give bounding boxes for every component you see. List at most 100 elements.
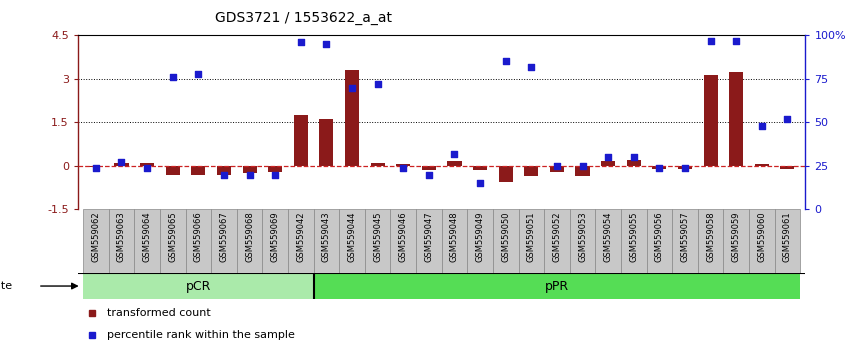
Bar [703,75,718,166]
Point [678,165,692,170]
Point [755,123,769,129]
Bar [268,166,282,172]
Text: percentile rank within the sample: percentile rank within the sample [107,330,295,340]
Text: pPR: pPR [545,280,569,292]
Text: GSM559049: GSM559049 [475,211,485,262]
Bar [320,119,333,166]
Bar [140,163,154,166]
Text: disease state: disease state [0,281,12,291]
Bar [211,209,236,273]
Bar [601,161,615,166]
Point [780,116,794,122]
Point [652,165,666,170]
Bar [448,161,462,166]
Bar [371,163,385,166]
Text: GSM559063: GSM559063 [117,211,126,262]
Text: pCR: pCR [185,280,211,292]
Text: GSM559057: GSM559057 [681,211,689,262]
Text: GSM559051: GSM559051 [527,211,536,262]
Point [320,41,333,47]
Bar [499,166,513,182]
Point [140,165,154,170]
Bar [191,166,205,175]
Point [89,165,103,170]
Bar [595,209,621,273]
Point [499,59,513,64]
Bar [216,166,231,175]
Text: GSM559069: GSM559069 [271,211,280,262]
Bar [621,209,647,273]
Bar [678,166,692,169]
Bar [755,164,769,166]
Text: GSM559050: GSM559050 [501,211,510,262]
Point [473,181,487,186]
Bar [416,209,442,273]
Bar [780,166,794,169]
Text: GSM559055: GSM559055 [630,211,638,262]
Bar [114,163,128,166]
Bar [422,166,436,170]
Point [397,165,410,170]
Text: GSM559046: GSM559046 [398,211,408,262]
Text: GSM559053: GSM559053 [578,211,587,262]
Point [525,64,539,69]
Bar [242,166,256,173]
Bar [89,166,103,167]
Point [550,163,564,169]
Bar [134,209,160,273]
Bar [236,209,262,273]
Bar [313,209,339,273]
Text: GSM559058: GSM559058 [706,211,715,262]
Bar [775,209,800,273]
Point [576,163,590,169]
Point [627,154,641,160]
Bar [391,209,416,273]
Point [242,172,256,177]
Text: GSM559068: GSM559068 [245,211,254,262]
Bar [442,209,468,273]
Text: GSM559054: GSM559054 [604,211,612,262]
Text: GSM559047: GSM559047 [424,211,433,262]
Bar [524,166,539,176]
Text: GSM559048: GSM559048 [450,211,459,262]
Bar [185,209,211,273]
Point [217,172,231,177]
Bar [288,209,313,273]
Bar [262,209,288,273]
Text: GSM559052: GSM559052 [553,211,561,262]
Text: GSM559062: GSM559062 [92,211,100,262]
Bar [468,209,493,273]
Bar [365,209,391,273]
Point [601,154,615,160]
Bar [493,209,519,273]
Text: GSM559045: GSM559045 [373,211,382,262]
Text: GSM559059: GSM559059 [732,211,740,262]
Point [345,85,359,90]
Bar [698,209,723,273]
Text: GSM559056: GSM559056 [655,211,664,262]
Bar [83,209,108,273]
Point [114,160,128,165]
Bar [723,209,749,273]
Text: GSM559066: GSM559066 [194,211,203,262]
Bar [313,273,800,299]
Text: GSM559061: GSM559061 [783,211,792,262]
Bar [83,273,313,299]
Text: GSM559043: GSM559043 [322,211,331,262]
Bar [647,209,672,273]
Bar [627,160,641,166]
Text: GSM559044: GSM559044 [347,211,357,262]
Bar [165,166,180,175]
Bar [570,209,595,273]
Text: GSM559042: GSM559042 [296,211,306,262]
Bar [473,166,488,170]
Bar [108,209,134,273]
Text: GSM559064: GSM559064 [143,211,152,262]
Bar [576,166,590,176]
Point [191,71,205,76]
Point [165,74,179,80]
Point [268,172,282,177]
Bar [749,209,775,273]
Bar [550,166,564,172]
Bar [544,209,570,273]
